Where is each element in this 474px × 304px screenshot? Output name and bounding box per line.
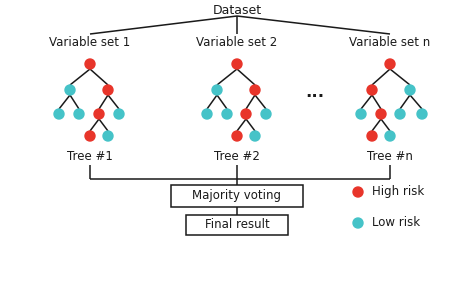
- Text: Final result: Final result: [205, 219, 269, 232]
- Circle shape: [385, 59, 395, 69]
- Circle shape: [232, 59, 242, 69]
- Circle shape: [202, 109, 212, 119]
- Text: Tree #2: Tree #2: [214, 150, 260, 163]
- Circle shape: [232, 131, 242, 141]
- Text: Dataset: Dataset: [212, 4, 262, 16]
- Circle shape: [103, 131, 113, 141]
- Circle shape: [353, 187, 363, 197]
- Text: Low risk: Low risk: [372, 216, 420, 230]
- Circle shape: [65, 85, 75, 95]
- Circle shape: [54, 109, 64, 119]
- Circle shape: [353, 218, 363, 228]
- Circle shape: [367, 85, 377, 95]
- Circle shape: [405, 85, 415, 95]
- Text: Variable set 2: Variable set 2: [196, 36, 278, 49]
- Text: Variable set n: Variable set n: [349, 36, 430, 49]
- Text: High risk: High risk: [372, 185, 424, 199]
- Circle shape: [241, 109, 251, 119]
- Circle shape: [385, 131, 395, 141]
- Circle shape: [74, 109, 84, 119]
- Circle shape: [367, 131, 377, 141]
- Circle shape: [222, 109, 232, 119]
- Circle shape: [395, 109, 405, 119]
- Circle shape: [94, 109, 104, 119]
- Circle shape: [356, 109, 366, 119]
- Circle shape: [417, 109, 427, 119]
- Circle shape: [212, 85, 222, 95]
- Text: ...: ...: [305, 83, 325, 101]
- FancyBboxPatch shape: [171, 185, 303, 207]
- Text: Tree #1: Tree #1: [67, 150, 113, 163]
- Circle shape: [114, 109, 124, 119]
- Circle shape: [85, 131, 95, 141]
- Text: Variable set 1: Variable set 1: [49, 36, 131, 49]
- Circle shape: [250, 85, 260, 95]
- Circle shape: [250, 131, 260, 141]
- Circle shape: [376, 109, 386, 119]
- Circle shape: [85, 59, 95, 69]
- Text: Tree #n: Tree #n: [367, 150, 413, 163]
- Text: Majority voting: Majority voting: [192, 189, 282, 202]
- Circle shape: [261, 109, 271, 119]
- FancyBboxPatch shape: [186, 215, 288, 235]
- Circle shape: [103, 85, 113, 95]
